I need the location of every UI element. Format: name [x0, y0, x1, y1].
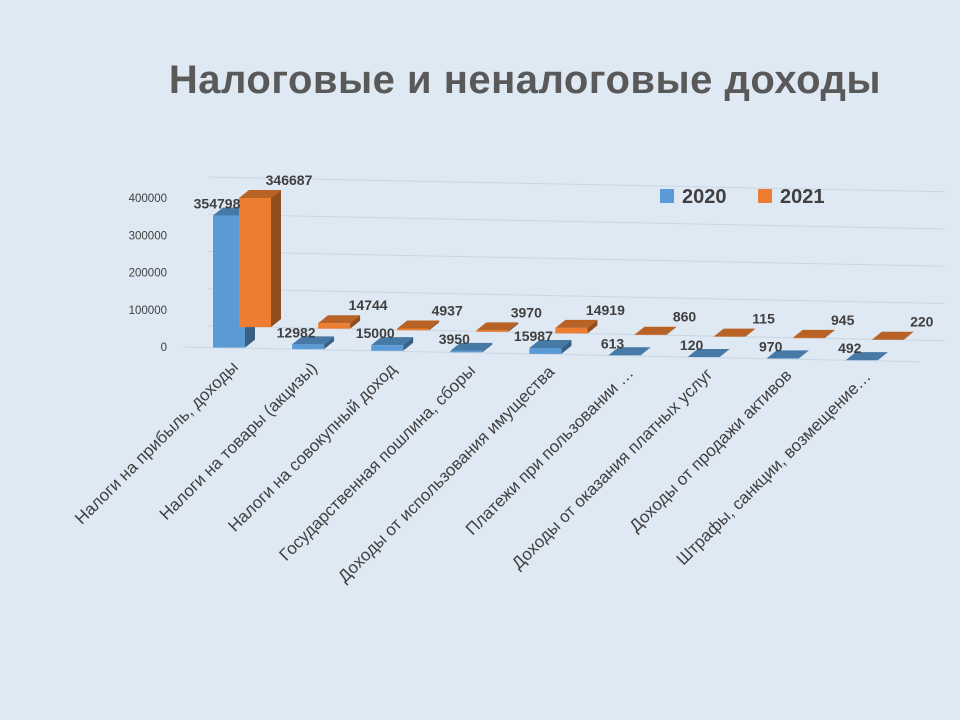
bar-side-2021: [508, 322, 519, 332]
x-tick-label: Налоги на прибыль, доходы: [71, 357, 242, 528]
bar-side-2020: [877, 352, 888, 361]
bar-side-2020: [482, 342, 493, 353]
bar-top-2021: [792, 329, 835, 338]
bar-side-2021: [587, 319, 598, 334]
data-label: 492: [838, 340, 862, 356]
bar-2021: [476, 330, 509, 332]
bar-2021: [318, 323, 351, 329]
data-label: 120: [680, 337, 704, 353]
bar-side-2020: [719, 349, 730, 358]
legend-swatch: [758, 189, 772, 203]
bar-2021: [555, 327, 588, 334]
data-label: 613: [601, 335, 625, 351]
legend-swatch: [660, 189, 674, 203]
bar-top-2020: [371, 337, 414, 346]
bar-side-2020: [798, 350, 809, 359]
data-label: 945: [831, 312, 855, 328]
bar-top-2021: [555, 319, 598, 328]
x-tick-label: Налоги на товары (акцизы): [156, 359, 321, 524]
data-label: 15987: [514, 328, 553, 344]
data-label: 354798: [194, 195, 241, 211]
x-tick-label: Доходы от продажи активов: [626, 366, 796, 536]
bar-2020: [529, 347, 562, 354]
chart-title: Налоговые и неналоговые доходы: [168, 58, 882, 102]
bar-side-2021: [903, 331, 914, 340]
y-tick-label: 300000: [129, 230, 167, 242]
data-label: 3950: [439, 331, 470, 347]
data-label: 970: [759, 338, 783, 354]
bar-2021: [397, 328, 430, 331]
y-tick-label: 400000: [129, 193, 167, 205]
data-label: 15000: [356, 325, 395, 341]
data-label: 346687: [266, 172, 313, 188]
data-label: 3970: [511, 304, 542, 320]
bar-top-2020: [687, 349, 730, 358]
data-label: 220: [910, 314, 934, 330]
bar-2020: [450, 350, 483, 353]
y-tick-label: 200000: [129, 268, 167, 280]
bar-top-2020: [292, 336, 335, 345]
x-tick-label: Платежи при пользовании …: [462, 363, 637, 538]
bar-side-2021: [350, 315, 361, 329]
bar-top-2021: [713, 328, 756, 337]
bar-side-2021: [429, 320, 440, 331]
bar-side-2021: [745, 328, 756, 337]
bar-top-2021: [871, 331, 914, 340]
bar-top-2020: [845, 352, 888, 361]
bar-top-2021: [397, 320, 440, 329]
legend: 2020 2021: [660, 186, 825, 208]
bars: [213, 189, 914, 361]
bar-top-2020: [450, 342, 493, 351]
y-axis-ticks: 0 100000 200000 300000 400000: [129, 193, 167, 354]
bar-side-2021: [271, 189, 281, 328]
data-label: 115: [752, 311, 775, 327]
bar-2020: [292, 344, 325, 350]
bar-top-2021: [239, 189, 281, 198]
bar-top-2020: [766, 350, 809, 359]
floor-front-edge: [182, 346, 921, 363]
gridline: [207, 213, 946, 230]
y-tick-label: 0: [161, 342, 167, 354]
bar-top-2021: [318, 315, 361, 324]
bar-2020: [371, 345, 404, 351]
bar-top-2021: [476, 322, 519, 331]
gridline: [207, 288, 946, 304]
data-label: 860: [673, 309, 697, 325]
bar-side-2020: [324, 336, 335, 350]
gridline: [207, 251, 946, 267]
x-tick-label: Налоги на совокупный доход: [224, 360, 400, 536]
bar-side-2021: [666, 326, 677, 336]
gridline: [207, 176, 946, 193]
bar-top-2020: [608, 347, 651, 356]
legend-label: 2020: [682, 186, 727, 208]
bar-2021: [239, 197, 271, 328]
data-label: 12982: [277, 324, 316, 340]
y-tick-label: 100000: [129, 305, 167, 317]
bar-side-2020: [561, 339, 572, 354]
bar-side-2020: [640, 347, 651, 356]
data-label: 4937: [432, 302, 463, 318]
data-label: 14744: [349, 297, 388, 313]
bar-side-2020: [403, 337, 414, 351]
data-labels: 354798 12982 15000 3950 15987 613 120 970 492 346…: [194, 172, 934, 356]
legend-label: 2021: [780, 186, 825, 208]
bar-side-2021: [824, 329, 835, 339]
bar-top-2021: [634, 326, 677, 335]
data-label: 14919: [586, 302, 625, 318]
bar-top-2020: [529, 339, 572, 348]
